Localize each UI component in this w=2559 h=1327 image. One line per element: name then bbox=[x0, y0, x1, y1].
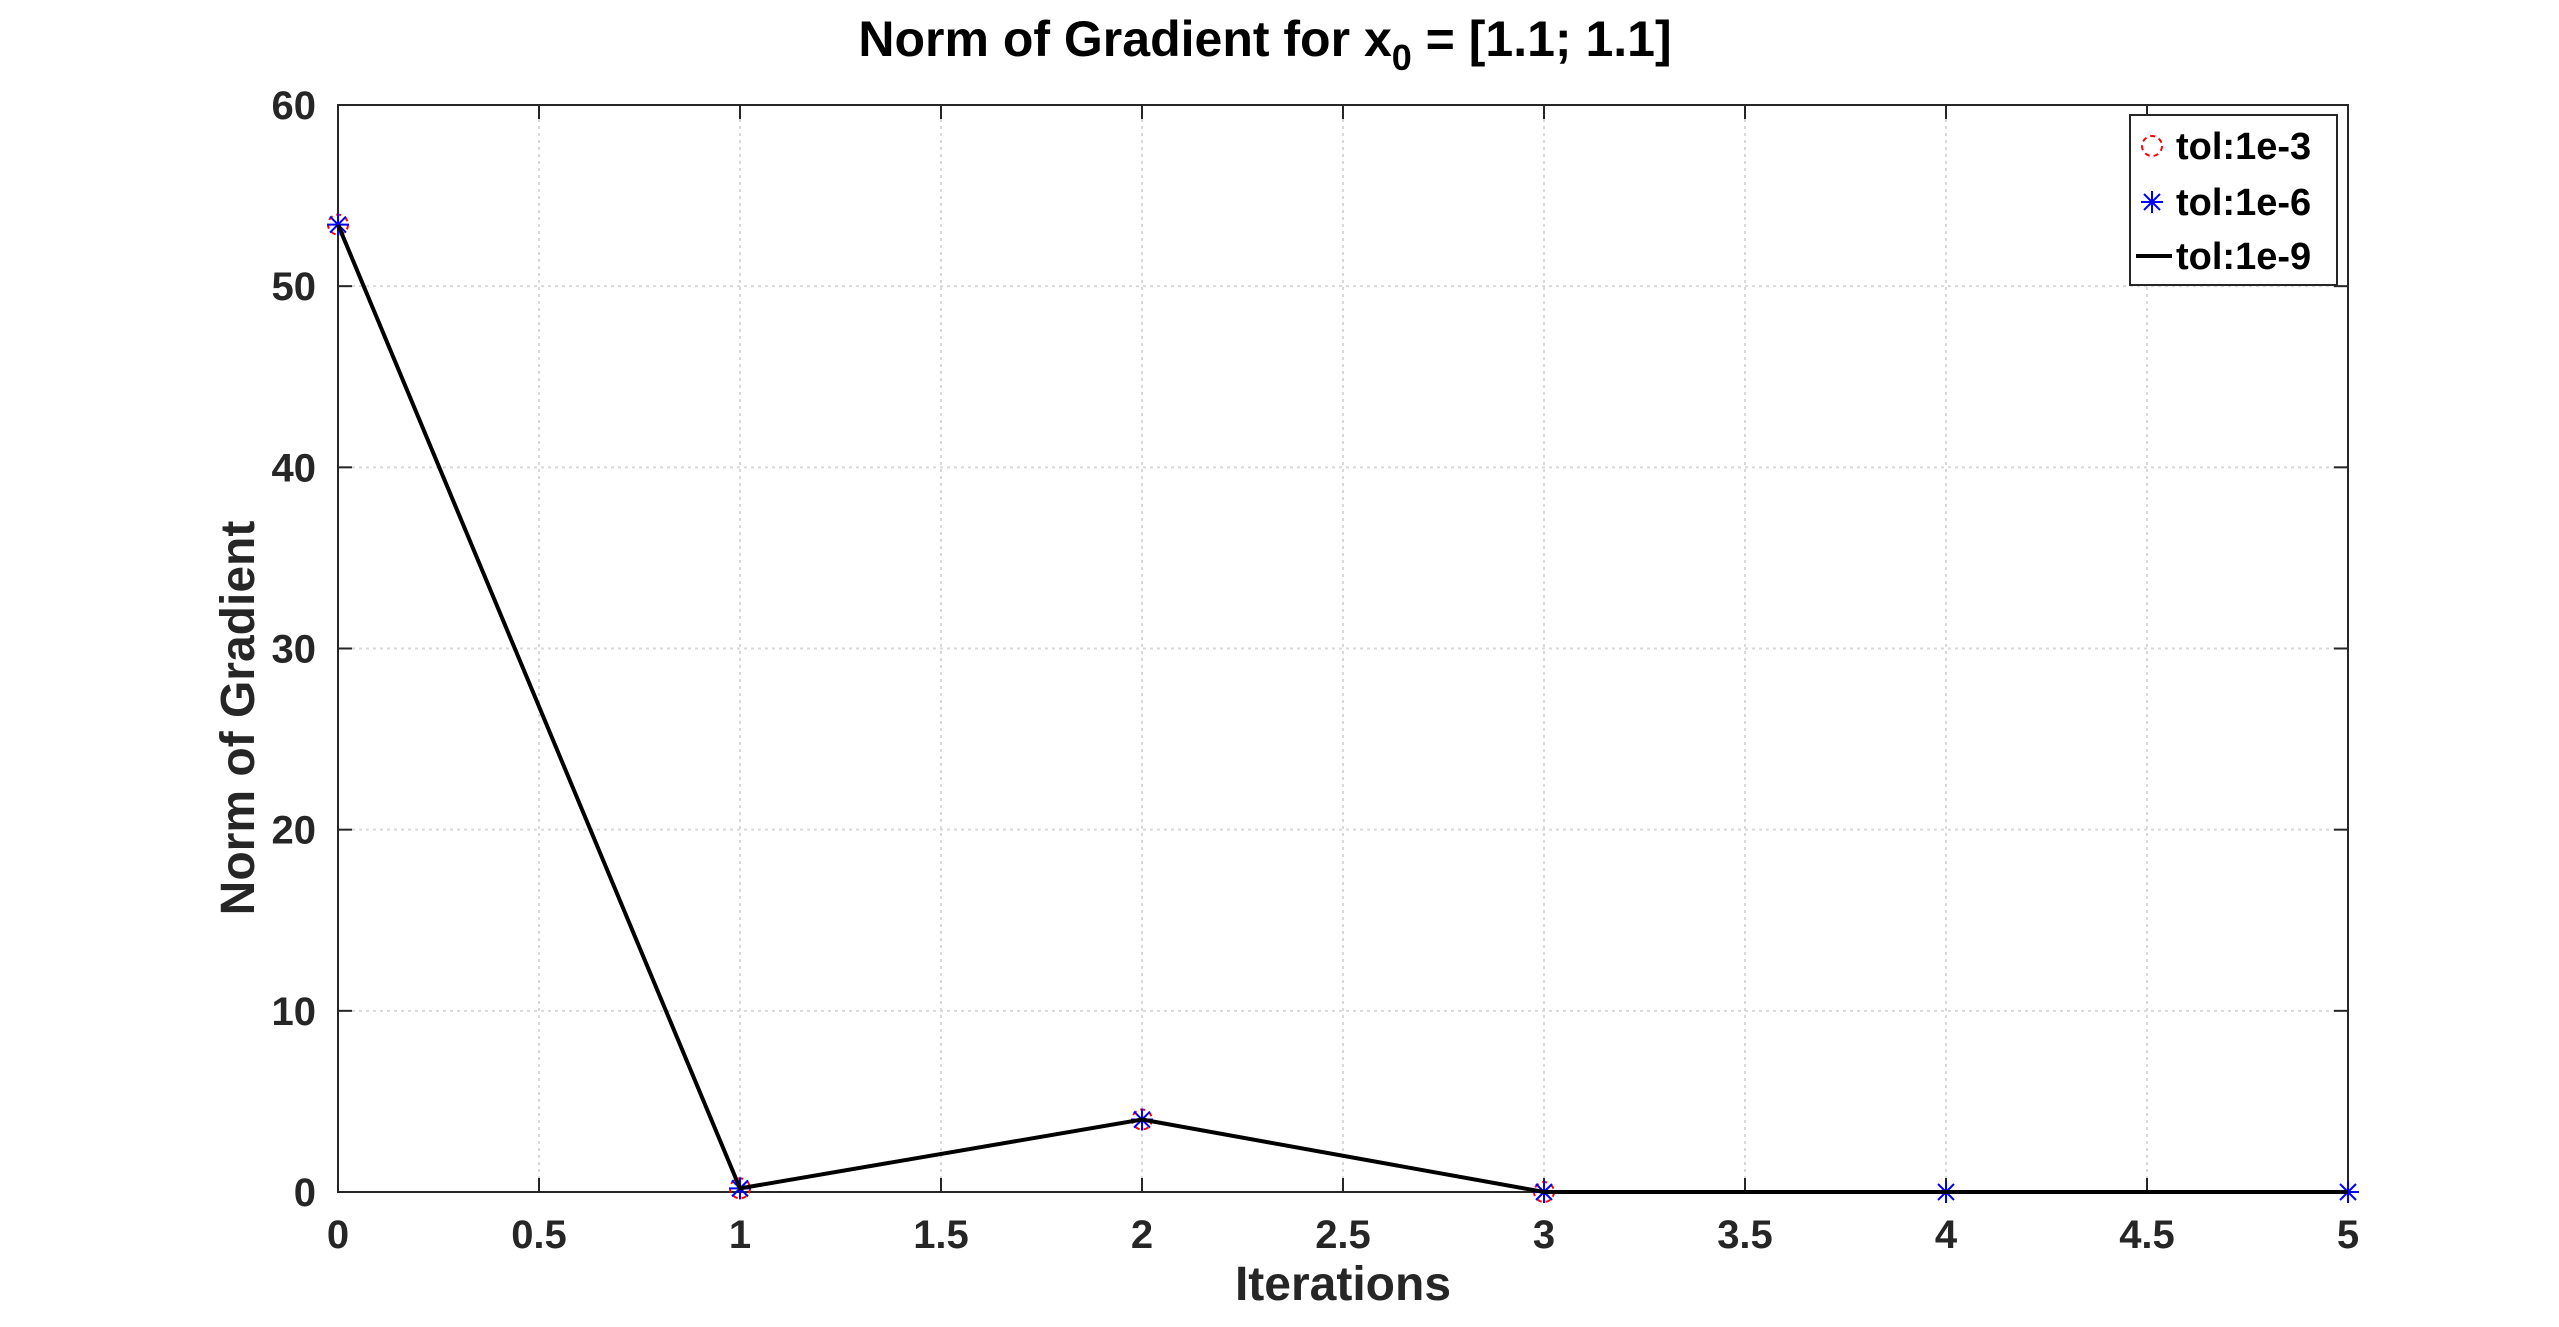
x-tick-label: 1.5 bbox=[913, 1213, 969, 1257]
y-tick-label: 30 bbox=[272, 628, 317, 672]
chart-title-subscript: 0 bbox=[1392, 37, 1412, 78]
legend-label: tol:1e-9 bbox=[2176, 236, 2311, 278]
x-tick-label: 4 bbox=[1935, 1213, 1958, 1257]
y-tick-label: 60 bbox=[272, 84, 317, 128]
x-tick-label: 3.5 bbox=[1717, 1213, 1773, 1257]
chart-title-main: Norm of Gradient for x bbox=[858, 11, 1392, 67]
x-tick-label: 4.5 bbox=[2119, 1213, 2175, 1257]
x-axis-label: Iterations bbox=[1235, 1258, 1451, 1311]
legend-entries: tol:1e-3 tol:1e-6 tol:1e-9 bbox=[2136, 126, 2311, 278]
y-axis-label: Norm of Gradient bbox=[212, 521, 265, 916]
x-tick-label: 2.5 bbox=[1315, 1213, 1371, 1257]
y-tick-label: 0 bbox=[294, 1171, 316, 1215]
legend-entry: tol:1e-3 bbox=[2141, 126, 2311, 168]
chart-title: Norm of Gradient for x0 = [1.1; 1.1] bbox=[858, 11, 1671, 78]
legend-marker-circle bbox=[2141, 135, 2163, 157]
legend-entry: tol:1e-9 bbox=[2136, 236, 2311, 278]
legend-entry: tol:1e-6 bbox=[2141, 182, 2311, 224]
plot-frame bbox=[337, 104, 2349, 1193]
x-tick-label: 0.5 bbox=[511, 1213, 567, 1257]
y-tick-label: 10 bbox=[272, 990, 317, 1034]
y-tick-label: 20 bbox=[272, 809, 317, 853]
x-tick-label: 5 bbox=[2337, 1213, 2359, 1257]
legend-marker-asterisk bbox=[2141, 191, 2163, 213]
series-tol-1e-9 bbox=[336, 223, 2348, 1194]
legend-label: tol:1e-6 bbox=[2176, 182, 2311, 224]
y-tick-label: 50 bbox=[272, 265, 317, 309]
series-layer bbox=[327, 213, 2359, 1203]
x-tick-label: 0 bbox=[327, 1213, 349, 1257]
chart-title-rest: = [1.1; 1.1] bbox=[1412, 11, 1672, 67]
x-tick-label: 3 bbox=[1533, 1213, 1555, 1257]
x-tick-label: 2 bbox=[1131, 1213, 1153, 1257]
legend: tol:1e-3 tol:1e-6 tol:1e-9 bbox=[2129, 114, 2338, 286]
series-line bbox=[336, 223, 2348, 1194]
x-axis-tick-labels: 0 0.5 1 1.5 2 2.5 3 3.5 4 4.5 5 bbox=[327, 1213, 2359, 1257]
y-axis-tick-labels: 0 10 20 30 40 50 60 bbox=[272, 84, 317, 1215]
y-tick-label: 40 bbox=[272, 446, 317, 490]
legend-label: tol:1e-3 bbox=[2176, 126, 2311, 168]
x-tick-label: 1 bbox=[729, 1213, 751, 1257]
